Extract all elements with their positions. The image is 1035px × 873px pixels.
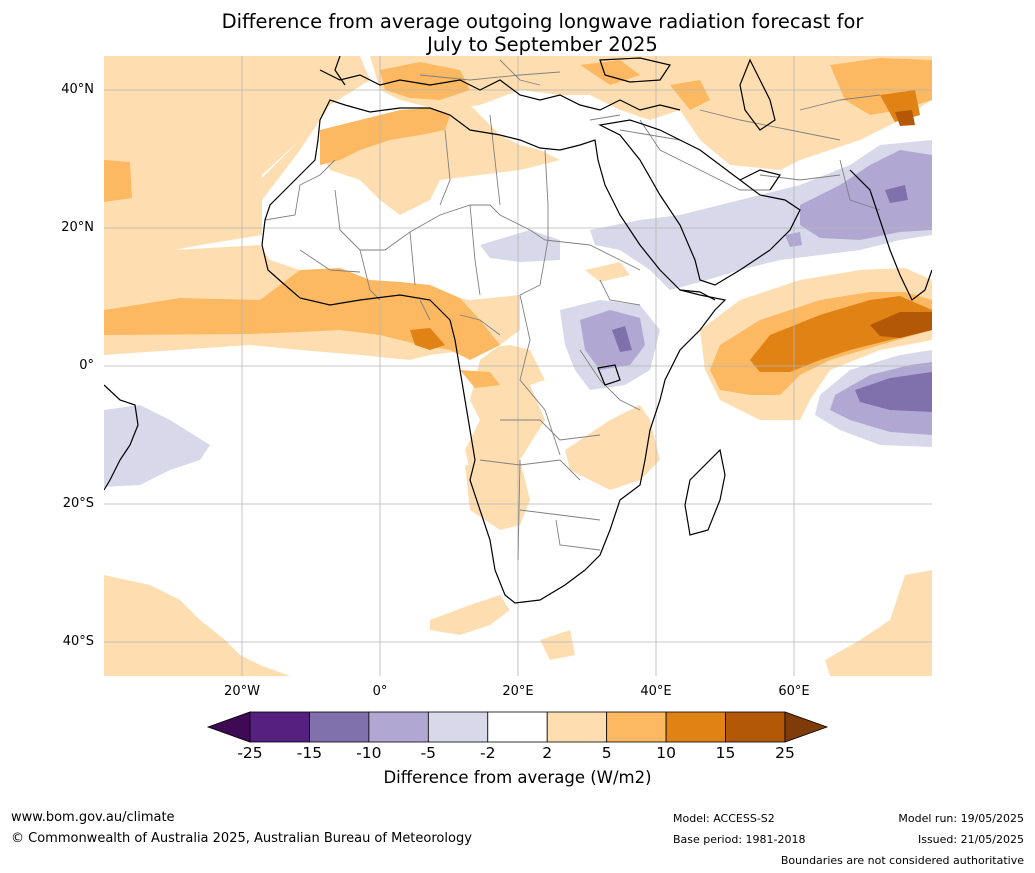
lat-label-0: 0°	[79, 358, 94, 373]
colorbar-tick-label: 10	[656, 744, 676, 762]
lon-label-40e: 40°E	[640, 684, 672, 699]
lat-label-20s: 20°S	[62, 496, 94, 511]
colorbar-label: Difference from average (W/m2)	[383, 768, 652, 787]
anomaly-minus-15-to-minus-10-regions	[612, 185, 932, 412]
footer-copyright: © Commonwealth of Australia 2025, Austra…	[11, 831, 472, 846]
footer-disclaimer: Boundaries are not considered authoritat…	[780, 854, 1024, 867]
lat-label-20n: 20°N	[61, 220, 94, 235]
colorbar-bin-2_5	[546, 711, 608, 743]
anomaly-15-to-25-regions	[870, 110, 932, 338]
colorbar-tick-label: -15	[296, 744, 323, 762]
colorbar-bin--10_-5	[368, 711, 429, 743]
colorbar-bin--15_-10	[309, 711, 370, 743]
graticule	[104, 56, 932, 676]
country-boundaries	[264, 59, 881, 561]
colorbar-tick-label: 2	[542, 744, 553, 762]
coastlines	[104, 56, 932, 604]
title-line-2: July to September 2025	[427, 33, 658, 56]
colorbar-extension-high	[784, 711, 829, 743]
colorbar-tick-label: 15	[715, 744, 736, 762]
lat-label-40n: 40°N	[61, 82, 94, 97]
title-line-1: Difference from average outgoing longwav…	[221, 10, 864, 33]
footer-model: Model: ACCESS-S2	[673, 812, 775, 825]
lon-label-20e: 20°E	[502, 684, 534, 699]
colorbar-tick-label: 25	[775, 744, 795, 762]
map-title: Difference from average outgoing longwav…	[150, 10, 935, 56]
footer-model-run: Model run: 19/05/2025	[898, 812, 1024, 825]
lon-label-60e: 60°E	[778, 684, 810, 699]
colorbar-tick-label: -10	[356, 744, 382, 762]
colorbar-bin-15_25	[725, 711, 786, 743]
colorbar-bin--5_-2	[427, 711, 489, 743]
lon-label-20w: 20°W	[224, 684, 260, 699]
footer-base-period: Base period: 1981-2018	[673, 833, 806, 846]
lat-label-40s: 40°S	[62, 634, 94, 649]
colorbar-tick-label: -25	[237, 744, 263, 762]
colorbar-extension-low	[206, 711, 251, 743]
colorbar-bin--2_2	[487, 711, 548, 743]
colorbar	[206, 711, 829, 743]
colorbar-tick-label: 5	[601, 744, 612, 762]
colorbar-tick-label: -5	[420, 744, 437, 762]
footer-website: www.bom.gov.au/climate	[11, 810, 175, 825]
colorbar-bin-5_10	[606, 711, 667, 743]
colorbar-bin-10_15	[665, 711, 726, 743]
footer-issued: Issued: 21/05/2025	[917, 833, 1024, 846]
lon-label-0: 0°	[372, 684, 388, 699]
colorbar-bin--25_-15	[249, 711, 310, 743]
colorbar-tick-label: -2	[480, 744, 496, 762]
